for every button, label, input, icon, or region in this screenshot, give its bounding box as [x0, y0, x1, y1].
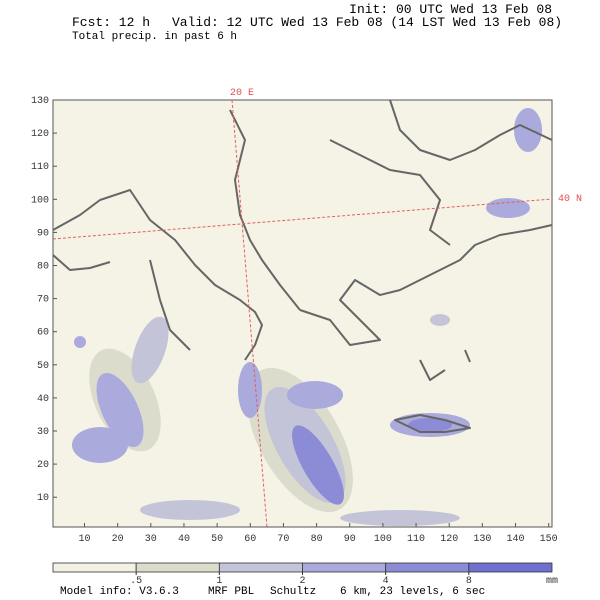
- field-title: Total precip. in past 6 h: [72, 31, 237, 43]
- colorbar-swatch: [135, 562, 220, 573]
- valid-time: Valid: 12 UTC Wed 13 Feb 08 (14 LST Wed …: [172, 15, 562, 30]
- y-tick-label: 100: [31, 195, 49, 206]
- y-tick-label: 90: [37, 228, 49, 239]
- forecast-hour: Fcst: 12 h: [72, 15, 150, 30]
- colorbar-swatch: [302, 562, 387, 573]
- x-tick-label: 110: [407, 534, 425, 545]
- y-tick-label: 110: [31, 162, 49, 173]
- x-tick-label: 20: [112, 534, 124, 545]
- x-tick-label: 120: [440, 534, 458, 545]
- meridian-label: 20 E: [230, 88, 254, 99]
- colorbar-label: 2: [299, 576, 305, 587]
- meridian-line: [231, 99, 268, 528]
- x-tick-label: 90: [344, 534, 356, 545]
- y-tick-label: 20: [37, 460, 49, 471]
- pbl-scheme: MRF PBL: [208, 586, 254, 598]
- init-time: Init: 00 UTC Wed 13 Feb 08: [349, 2, 552, 17]
- colorbar: .5 1 2 4 8 mm: [52, 562, 558, 587]
- y-tick-label: 50: [37, 361, 49, 372]
- y-tick-label: 60: [37, 328, 49, 339]
- y-tick-label: 10: [37, 493, 49, 504]
- colorbar-unit: mm: [546, 576, 558, 587]
- x-tick-label: 40: [178, 534, 190, 545]
- x-tick-label: 150: [540, 534, 558, 545]
- plot-area: 20 E 40 N: [52, 88, 582, 528]
- x-tick-label: 50: [211, 534, 223, 545]
- microphysics: Schultz: [270, 586, 316, 598]
- coastlines: [52, 99, 553, 433]
- model-info: Model info: V3.6.3: [60, 586, 179, 598]
- x-tick-label: 60: [244, 534, 256, 545]
- colorbar-label: 4: [383, 576, 389, 587]
- parallel-line: [52, 198, 553, 240]
- x-tick-label: 30: [145, 534, 157, 545]
- precipitation: [72, 108, 542, 526]
- x-tick-label: 130: [473, 534, 491, 545]
- x-tick-label: 70: [277, 534, 289, 545]
- parallel-label: 40 N: [558, 194, 582, 205]
- colorbar-label: .5: [130, 576, 142, 587]
- x-tick-label: 80: [311, 534, 323, 545]
- y-tick-label: 130: [31, 96, 49, 107]
- axes: 10 20 30 40 50 60 70 80 90 100 110 120 130 140 150 10 20…: [31, 96, 558, 545]
- colorbar-swatch: [385, 562, 470, 573]
- y-tick-label: 120: [31, 129, 49, 140]
- colorbar-swatch: [218, 562, 303, 573]
- y-tick-label: 40: [37, 394, 49, 405]
- y-tick-label: 80: [37, 262, 49, 273]
- colorbar-swatch: [52, 562, 137, 573]
- colorbar-label: 8: [466, 576, 472, 587]
- x-tick-label: 10: [78, 534, 90, 545]
- colorbar-swatch: [468, 562, 553, 573]
- x-tick-label: 100: [374, 534, 392, 545]
- y-tick-label: 30: [37, 427, 49, 438]
- colorbar-label: 1: [216, 576, 222, 587]
- x-tick-label: 140: [507, 534, 525, 545]
- y-tick-label: 70: [37, 295, 49, 306]
- grid-info: 6 km, 23 levels, 6 sec: [340, 586, 485, 598]
